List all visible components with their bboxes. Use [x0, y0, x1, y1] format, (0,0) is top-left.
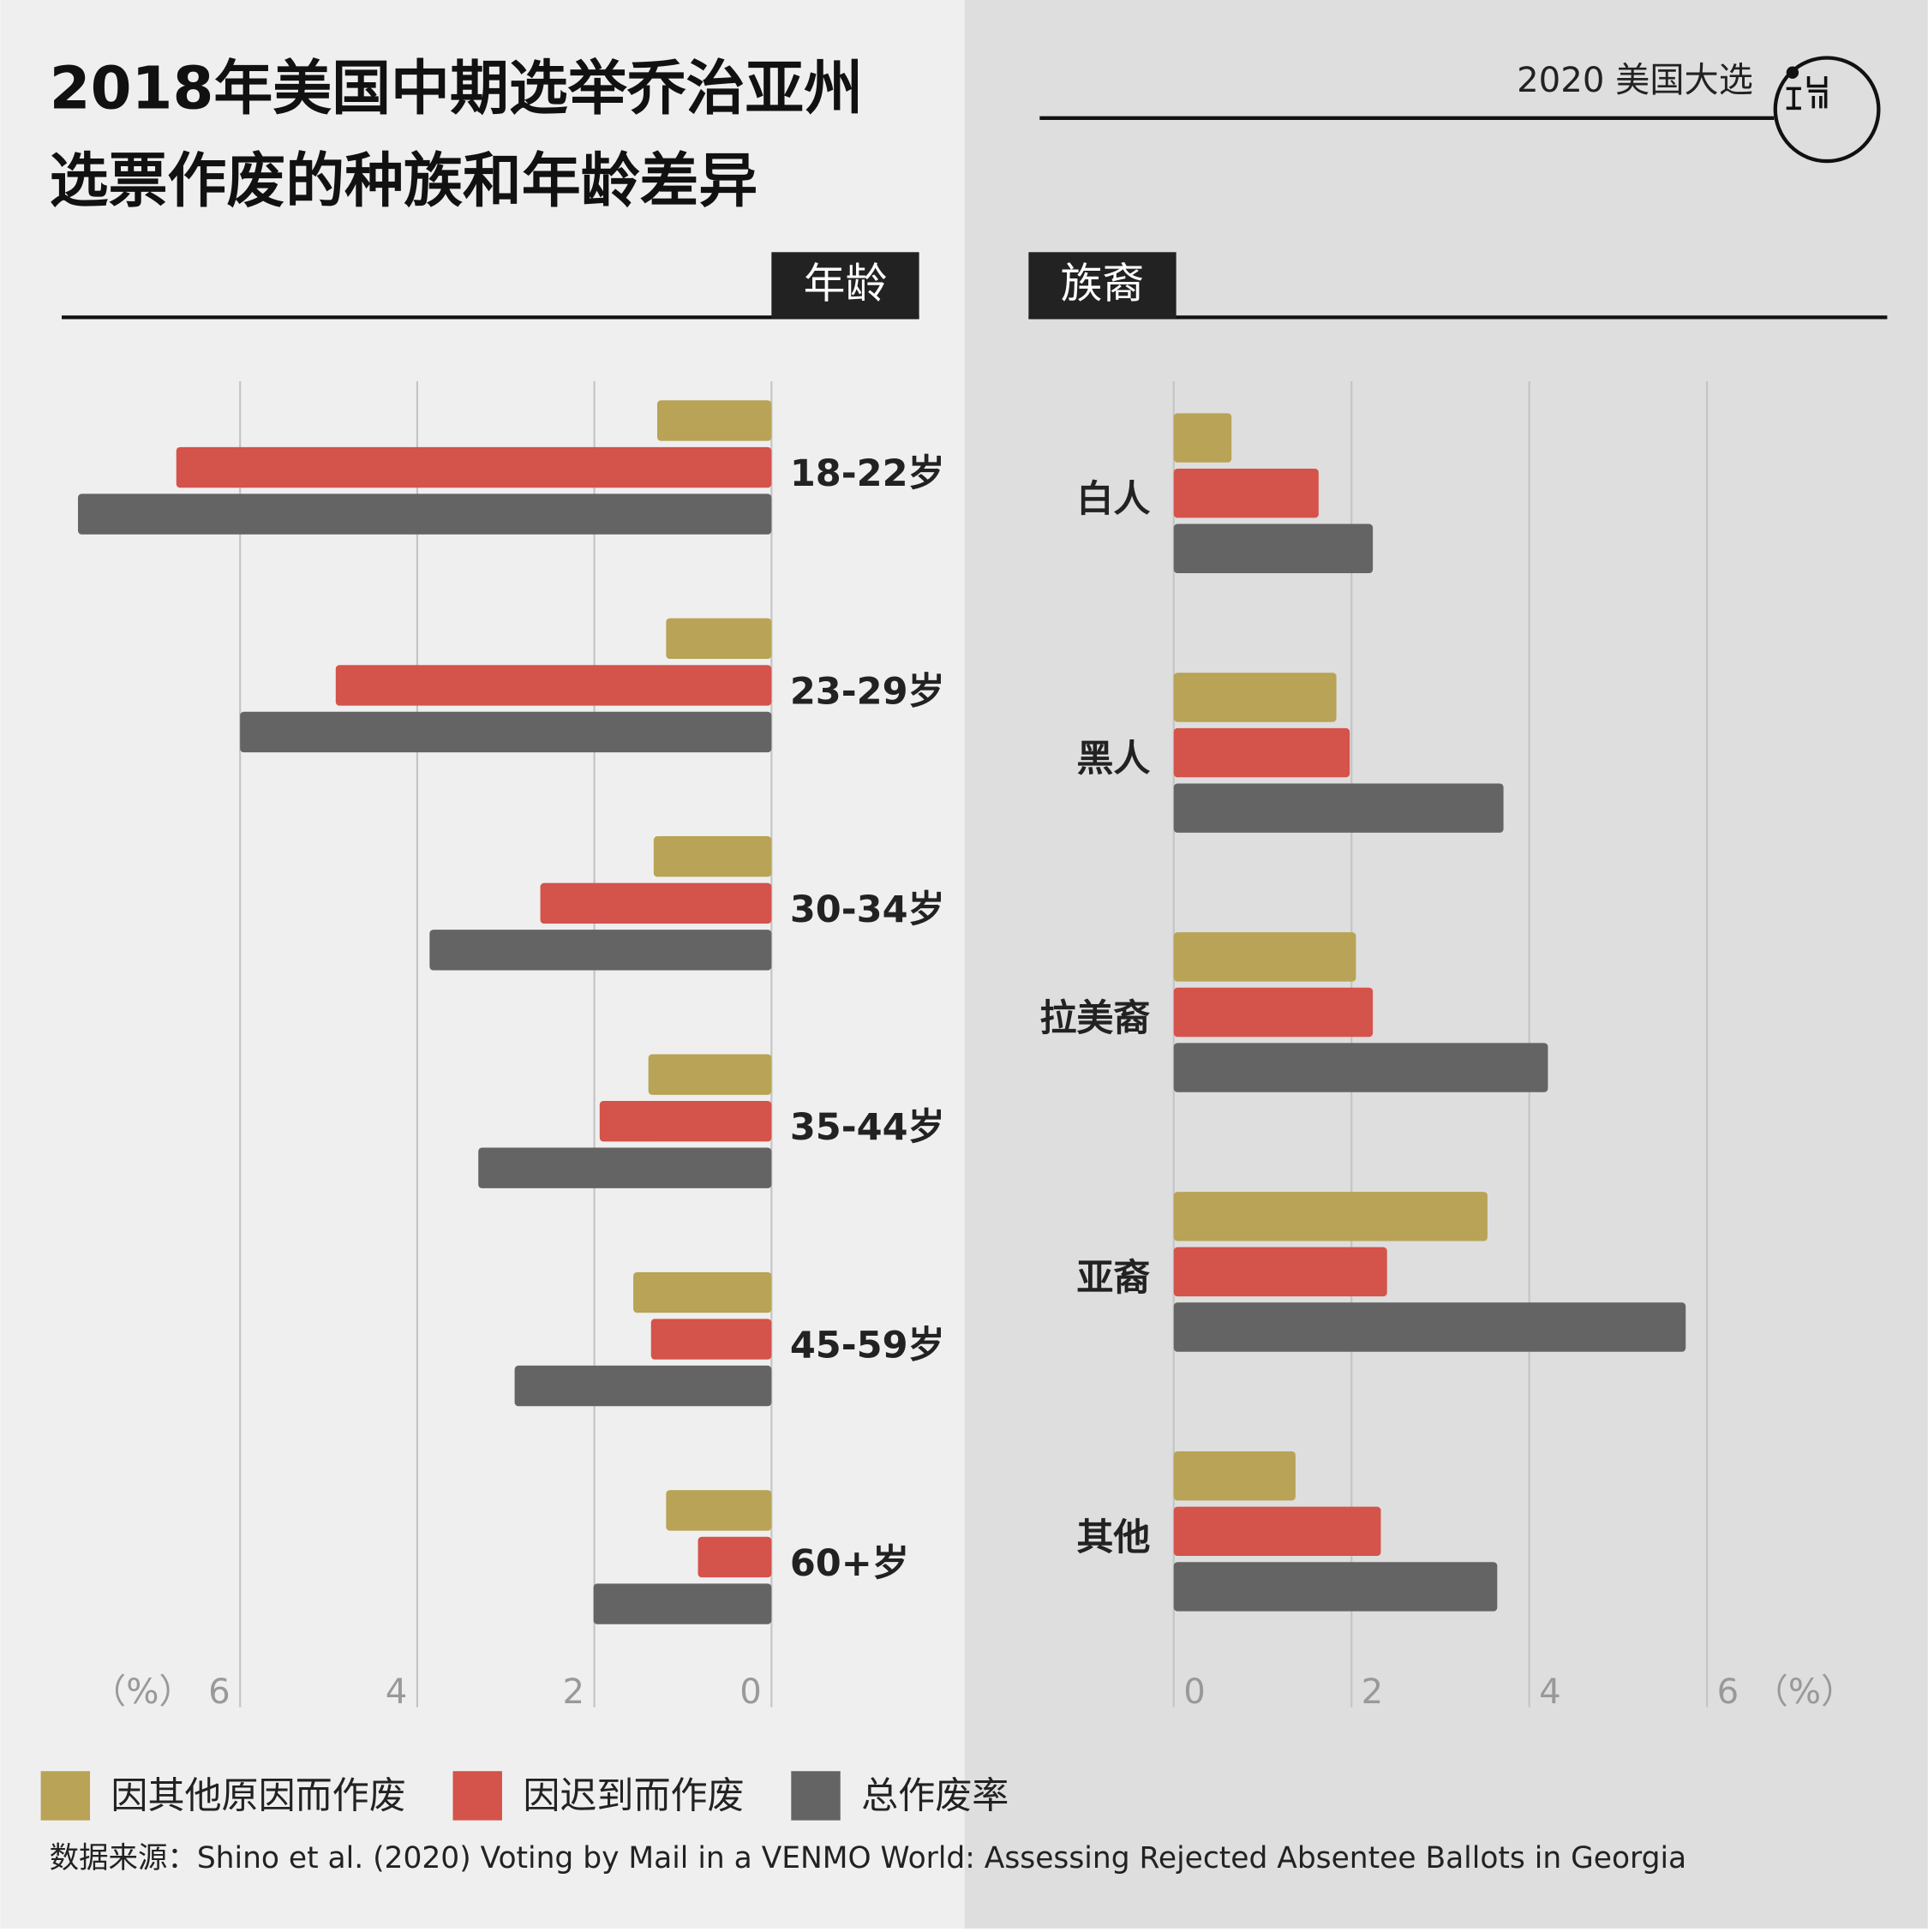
source: 数据来源：Shino et al. (2020) Voting by Mail … — [50, 1841, 1687, 1875]
category-label: 18-22岁 — [790, 452, 945, 495]
category-label: 60+岁 — [790, 1542, 909, 1585]
bar — [335, 665, 772, 706]
bar — [1173, 727, 1350, 778]
legend-swatch — [40, 1771, 91, 1821]
category-label: 拉美裔 — [1039, 997, 1150, 1040]
bar — [698, 1536, 772, 1578]
category-label: 亚裔 — [1076, 1257, 1150, 1300]
bar — [633, 1271, 772, 1313]
x-tick-label: 0 — [1183, 1672, 1206, 1712]
title: 选票作废的种族和年龄差异 — [50, 147, 758, 215]
bar — [1173, 413, 1232, 463]
bar — [1173, 1247, 1387, 1297]
category-label: 35-44岁 — [790, 1106, 945, 1149]
bar — [429, 930, 772, 971]
bar — [1173, 1562, 1498, 1612]
category-label: 黑人 — [1076, 738, 1150, 781]
x-tick-label: 4 — [1539, 1672, 1561, 1712]
panel-title-bg — [1028, 252, 1177, 319]
tag: 2020 美国大选 — [1517, 61, 1753, 100]
bar — [540, 882, 772, 924]
category-label: 23-29岁 — [790, 670, 945, 713]
panel-title-bg — [771, 252, 919, 319]
legend-swatch — [791, 1771, 841, 1821]
panel-title: 年龄 — [804, 259, 888, 308]
bar — [666, 618, 772, 660]
bar — [1173, 468, 1319, 518]
x-tick-label: 6 — [208, 1672, 231, 1712]
bar — [1173, 523, 1374, 573]
x-tick-label: 2 — [563, 1672, 585, 1712]
bar — [78, 493, 772, 535]
bar — [653, 836, 772, 877]
bar — [1173, 1043, 1548, 1092]
bar — [599, 1100, 772, 1142]
legend-label: 总作废率 — [861, 1774, 1009, 1817]
unit-label: （%） — [92, 1672, 194, 1712]
bar — [240, 711, 772, 753]
unit-label: （%） — [1754, 1672, 1856, 1712]
legend-label: 因其他原因而作废 — [111, 1774, 405, 1817]
category-label: 白人 — [1076, 478, 1150, 521]
bar — [666, 1490, 772, 1531]
bar — [1173, 1450, 1296, 1501]
category-label: 45-59岁 — [790, 1325, 945, 1367]
bar — [1173, 987, 1374, 1038]
logo — [1773, 56, 1881, 164]
bar — [176, 446, 772, 488]
x-tick-label: 6 — [1717, 1672, 1739, 1712]
bar — [648, 1054, 772, 1095]
bar — [1173, 1192, 1488, 1241]
legend-label: 因迟到而作废 — [523, 1774, 744, 1817]
bar — [1173, 1506, 1381, 1557]
legend-swatch — [452, 1771, 502, 1821]
bar — [1173, 932, 1356, 982]
bar — [478, 1147, 772, 1188]
bar — [593, 1583, 772, 1624]
bar — [1173, 783, 1504, 833]
x-tick-label: 4 — [386, 1672, 408, 1712]
category-label: 30-34岁 — [790, 888, 945, 931]
bar — [656, 400, 772, 441]
bar — [1173, 1302, 1686, 1352]
category-label: 其他 — [1076, 1516, 1150, 1559]
bar — [514, 1365, 772, 1407]
bar — [650, 1319, 772, 1360]
title: 2018年美国中期选举乔治亚州 — [50, 55, 864, 123]
x-tick-label: 0 — [739, 1672, 762, 1712]
x-tick-label: 2 — [1362, 1672, 1384, 1712]
bar — [1173, 673, 1337, 722]
panel-title: 族裔 — [1061, 259, 1145, 308]
